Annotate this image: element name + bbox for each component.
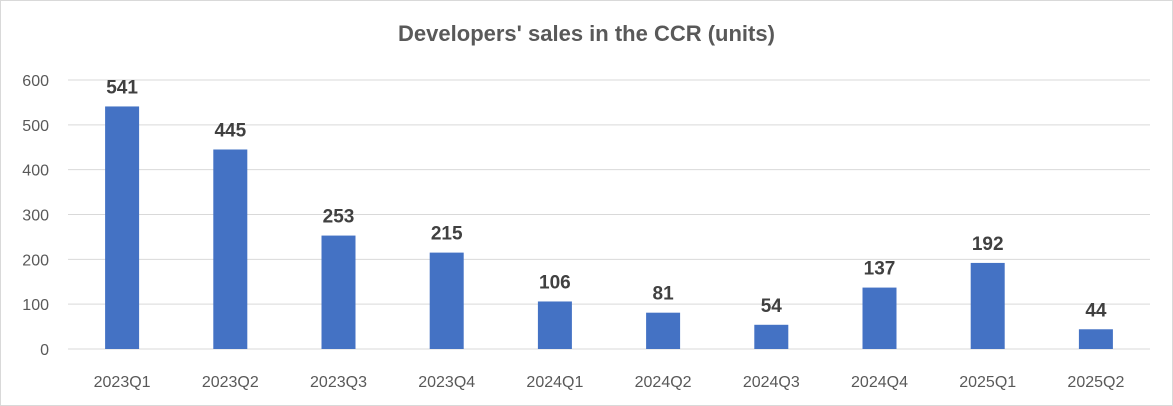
x-tick-label: 2023Q4 (418, 374, 475, 391)
bar (646, 312, 681, 349)
data-label: 106 (539, 272, 571, 293)
x-tick-label: 2024Q4 (851, 374, 908, 391)
bar (754, 324, 789, 349)
y-tick-label: 200 (22, 252, 49, 269)
bar (213, 149, 248, 349)
x-tick-label: 2023Q1 (94, 374, 151, 391)
bar (537, 301, 572, 349)
data-label: 137 (864, 259, 896, 280)
x-tick-label: 2024Q3 (743, 374, 800, 391)
x-tick-label: 2023Q3 (310, 374, 367, 391)
bar (321, 235, 356, 349)
data-label: 192 (972, 234, 1004, 255)
y-tick-label: 400 (22, 163, 49, 180)
bar (1078, 329, 1113, 349)
x-tick-label: 2024Q2 (635, 374, 692, 391)
y-tick-label: 0 (40, 342, 49, 359)
data-label: 445 (214, 120, 246, 141)
chart-title: Developers' sales in the CCR (units) (398, 21, 775, 46)
y-tick-label: 500 (22, 118, 49, 135)
bar (970, 262, 1005, 349)
x-tick-label: 2025Q1 (959, 374, 1016, 391)
y-tick-label: 300 (22, 208, 49, 225)
y-tick-label: 100 (22, 297, 49, 314)
data-label: 541 (106, 77, 138, 98)
y-tick-label: 600 (22, 73, 49, 90)
x-tick-label: 2025Q2 (1067, 374, 1124, 391)
x-tick-label: 2024Q1 (526, 374, 583, 391)
bar (862, 287, 897, 349)
data-label: 81 (653, 284, 675, 305)
bar (429, 252, 464, 349)
data-label: 215 (431, 224, 463, 245)
x-tick-label: 2023Q2 (202, 374, 259, 391)
data-label: 54 (761, 296, 783, 317)
data-label: 253 (323, 207, 355, 228)
data-label: 44 (1085, 300, 1107, 321)
bar (105, 106, 140, 350)
